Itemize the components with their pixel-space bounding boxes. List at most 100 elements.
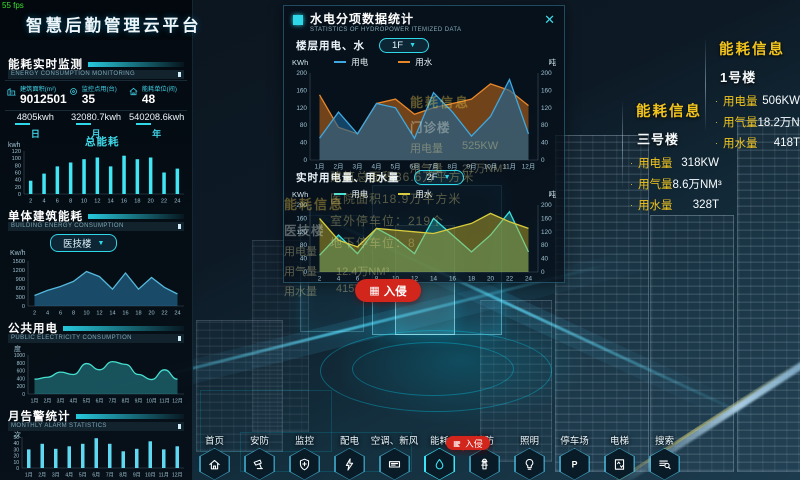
svg-text:120: 120 xyxy=(296,105,307,112)
svg-text:160: 160 xyxy=(296,215,307,222)
strip-tick xyxy=(178,224,181,229)
section-header-public: 公共用电 xyxy=(8,320,184,336)
section-subtitle-strip: ENERGY CONSUMPTION MONITORING xyxy=(8,70,184,79)
floor-select-1[interactable]: 1F ▼ xyxy=(379,38,430,53)
legend-swatch xyxy=(398,192,411,196)
drop-icon xyxy=(435,458,444,469)
svg-text:8: 8 xyxy=(69,199,72,205)
building-select[interactable]: 医技楼 ▼ xyxy=(50,234,118,252)
chart-title: 总能耗 xyxy=(84,136,120,148)
axis-unit-right: 吨 xyxy=(548,57,557,67)
svg-text:2: 2 xyxy=(29,199,32,205)
close-icon[interactable]: ✕ xyxy=(544,12,555,27)
svg-text:200: 200 xyxy=(541,70,552,77)
camera-icon xyxy=(253,459,263,469)
nav-item-ac[interactable]: 空调、新风 xyxy=(370,433,419,480)
svg-text:11月: 11月 xyxy=(159,399,169,405)
svg-text:8: 8 xyxy=(72,311,75,317)
section-header-alarm: 月告警统计 xyxy=(8,408,184,424)
section-subtitle: PUBLIC ELECTRICITY CONSUMPTION xyxy=(11,335,132,341)
svg-text:200: 200 xyxy=(296,202,307,209)
hexagon-frame xyxy=(334,448,365,480)
home-icon xyxy=(128,84,139,106)
nav-item-bulb[interactable]: 照明 xyxy=(507,433,552,480)
bullet-icon: · xyxy=(630,158,633,168)
svg-text:11月: 11月 xyxy=(159,473,169,479)
svg-text:16: 16 xyxy=(121,199,127,205)
energy-totals-row: 4805kwh 日 32080.7kwh 月 540208.6kwh 年 xyxy=(5,112,187,140)
bullet-icon: · xyxy=(715,138,718,148)
svg-text:10月: 10月 xyxy=(484,163,498,171)
hexagon-frame xyxy=(514,448,545,480)
svg-text:4月: 4月 xyxy=(70,399,78,405)
legend-swatch xyxy=(334,60,347,64)
nav-item-drop[interactable]: 能耗 xyxy=(417,433,462,480)
modal-title: 水电分项数据统计 xyxy=(310,12,415,26)
svg-text:12: 12 xyxy=(96,311,102,317)
svg-text:80: 80 xyxy=(300,122,308,129)
svg-text:20: 20 xyxy=(148,199,154,205)
axis-unit-left: KWh xyxy=(292,189,309,199)
nav-intrusion-alert-badge[interactable]: ▦ 入侵 xyxy=(446,436,490,451)
svg-text:0: 0 xyxy=(16,466,19,472)
info-value: 318KW xyxy=(681,157,719,169)
legend-swatch xyxy=(334,192,347,196)
nav-item-camera[interactable]: 安防 xyxy=(237,433,282,480)
info-label: 用水量 xyxy=(638,200,673,212)
nav-label: 安防 xyxy=(249,436,269,447)
svg-text:120: 120 xyxy=(12,149,21,155)
energy-total: 4805kwh 日 xyxy=(5,112,66,140)
svg-text:24: 24 xyxy=(174,199,180,205)
svg-text:6: 6 xyxy=(356,276,360,283)
bolt-icon xyxy=(345,457,354,471)
svg-text:20: 20 xyxy=(487,276,495,283)
svg-text:10: 10 xyxy=(81,199,87,205)
chart1-axis-row: KWh 用电 用水 吨 xyxy=(284,53,564,68)
svg-text:22: 22 xyxy=(161,311,167,317)
nav-label: 电梯 xyxy=(609,436,629,447)
svg-text:4: 4 xyxy=(337,276,341,283)
nav-item-home[interactable]: 首页 xyxy=(192,433,237,480)
svg-text:12月: 12月 xyxy=(522,163,536,171)
underline-decor xyxy=(75,123,91,125)
nav-item-shield[interactable]: 监控 xyxy=(282,433,327,480)
section-decor-bar xyxy=(63,325,184,331)
caret-down-icon: ▼ xyxy=(97,239,105,247)
svg-text:0: 0 xyxy=(22,392,25,398)
nav-item-elevator[interactable]: 电梯 xyxy=(597,433,642,480)
svg-text:1月: 1月 xyxy=(315,163,325,171)
nav-label: 空调、新风 xyxy=(370,436,419,447)
bullet-icon: · xyxy=(630,179,633,189)
hexagon-frame xyxy=(649,448,680,480)
floor-select-2-value: 2F xyxy=(426,172,438,183)
floor-select-2[interactable]: 2F ▼ xyxy=(413,170,464,185)
svg-text:0: 0 xyxy=(541,269,545,276)
nav-label: 配电 xyxy=(339,436,359,447)
stat-home: 能耗单位(间) 48 xyxy=(127,84,187,106)
svg-text:400: 400 xyxy=(17,376,26,382)
intrusion-alert-badge[interactable]: ▦ 入侵 xyxy=(355,279,421,303)
legend-item: 用电 xyxy=(334,56,368,68)
svg-text:6: 6 xyxy=(59,311,62,317)
section-subtitle-strip: BUILDING ENERGY CONSUMPTION xyxy=(8,222,184,231)
stat-camera: 监控点用(台) 35 xyxy=(67,84,127,106)
hydrant-icon xyxy=(481,458,488,469)
section-subtitle: BUILDING ENERGY CONSUMPTION xyxy=(11,223,124,229)
ac-icon xyxy=(388,460,401,468)
nav-item-search[interactable]: 搜索 xyxy=(642,433,687,480)
caret-down-icon: ▼ xyxy=(443,174,451,181)
nav-item-bolt[interactable]: 配电 xyxy=(327,433,372,480)
energy-total-period: 月 xyxy=(91,129,101,139)
svg-text:30: 30 xyxy=(13,447,19,453)
ground-grid xyxy=(240,432,412,472)
nav-label: 能耗 xyxy=(429,436,449,447)
svg-text:300: 300 xyxy=(16,295,25,301)
info-row: · 用水量 328T xyxy=(630,197,719,213)
nav-item-parking[interactable]: 停车场 P xyxy=(552,433,597,480)
svg-text:600: 600 xyxy=(17,369,26,375)
info-row: · 用气量 8.6万NM³ xyxy=(630,176,722,192)
svg-text:0: 0 xyxy=(541,157,545,164)
svg-text:22: 22 xyxy=(161,199,167,205)
chart1-legend: 用电 用水 xyxy=(334,56,432,68)
